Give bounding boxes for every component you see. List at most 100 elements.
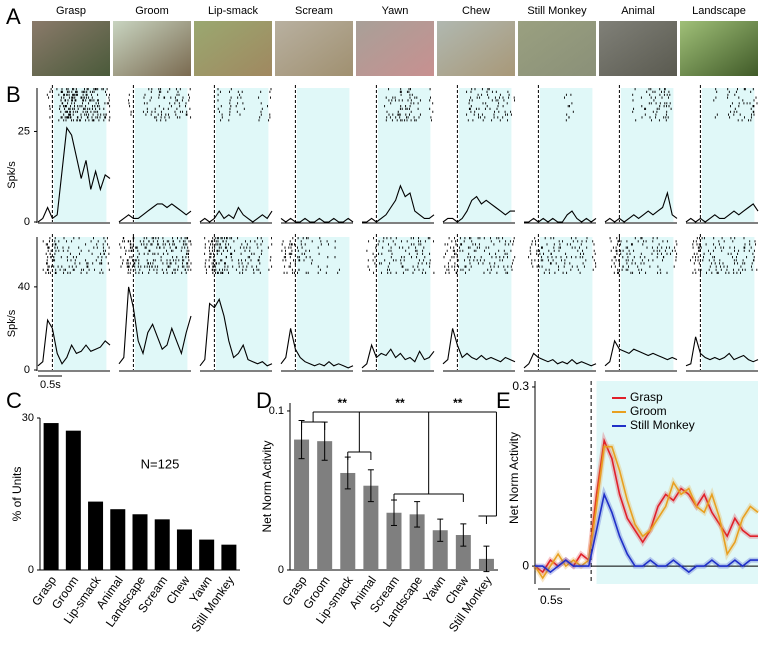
bar — [221, 544, 237, 570]
annotation: N=125 — [141, 456, 180, 471]
raster — [281, 237, 340, 274]
raster — [217, 88, 272, 122]
psth-line — [524, 210, 597, 223]
stimulus-period — [620, 88, 674, 222]
stimulus-title: Still Monkey — [527, 5, 587, 17]
psth-line — [523, 352, 597, 369]
stimulus-title: Animal — [621, 5, 655, 17]
raster — [564, 93, 574, 122]
raster — [713, 88, 758, 122]
bar — [132, 514, 148, 570]
series-line — [535, 491, 758, 574]
psth-line — [362, 184, 435, 223]
y-axis-label: Net Norm Activity — [260, 440, 274, 532]
bar — [432, 530, 448, 570]
psth-line — [37, 318, 111, 367]
psth-line — [118, 203, 192, 223]
significance: ** — [338, 396, 348, 410]
stimulus-period — [377, 237, 431, 370]
raster — [690, 237, 758, 274]
y-axis-label: Net Norm Activity — [507, 432, 521, 524]
bar — [154, 519, 170, 570]
bar — [386, 512, 402, 570]
panel-label: A — [6, 4, 21, 29]
psth-line — [685, 336, 759, 367]
psth-line — [685, 203, 759, 223]
y-tick-label: 25 — [18, 125, 30, 137]
stimulus-period — [539, 88, 593, 222]
raster — [366, 237, 435, 274]
legend-label: Grasp — [630, 390, 663, 404]
y-tick-label: 0 — [24, 216, 30, 228]
stimulus-period — [701, 88, 755, 222]
stimulus-photo — [32, 21, 110, 76]
stimulus-period — [458, 88, 512, 222]
bar — [409, 514, 425, 570]
stimulus-title: Yawn — [382, 5, 409, 17]
raster — [119, 237, 192, 274]
raster — [204, 237, 273, 274]
bar — [317, 441, 333, 570]
y-tick-label: 40 — [18, 281, 30, 293]
bar — [43, 423, 59, 570]
y-axis-label: Spk/s — [6, 161, 18, 189]
stimulus-photo — [518, 21, 596, 76]
x-tick-label: Chew — [163, 573, 192, 606]
stimulus-period — [53, 88, 107, 222]
raster — [128, 88, 192, 122]
raster — [528, 237, 597, 274]
psth-line — [280, 217, 354, 223]
panel-label: E — [496, 388, 511, 413]
stimulus-period — [458, 237, 512, 370]
stimulus-title: Lip-smack — [208, 5, 259, 17]
stimulus-period — [134, 88, 188, 222]
psth-line — [118, 286, 192, 365]
stimulus-title: Groom — [135, 5, 169, 17]
y-axis-label: % of Units — [10, 467, 24, 522]
y-tick-label: 0 — [24, 364, 30, 376]
stimulus-period — [215, 88, 269, 222]
bar — [199, 539, 215, 570]
stimulus-title: Scream — [295, 5, 333, 17]
scale-bar-label: 0.5s — [40, 379, 61, 391]
bar — [110, 509, 126, 570]
stimulus-photo — [437, 21, 515, 76]
stimulus-photo — [194, 21, 272, 76]
stimulus-title: Grasp — [56, 5, 86, 17]
raster — [466, 88, 515, 122]
bar — [88, 501, 104, 570]
significance: ** — [395, 396, 405, 410]
y-axis-label: Spk/s — [6, 309, 18, 337]
raster — [46, 88, 111, 122]
psth-line — [604, 339, 678, 367]
y-tick-label: 0 — [522, 558, 529, 572]
scale-bar-label: 0.5s — [540, 593, 563, 607]
panel-label: D — [256, 388, 272, 413]
raster — [384, 88, 434, 122]
raster — [609, 237, 678, 274]
raster — [443, 237, 516, 274]
stimulus-photo — [680, 21, 758, 76]
psth-line — [37, 126, 111, 223]
y-tick-label: 0.3 — [512, 379, 529, 393]
stimulus-period — [701, 237, 755, 370]
stimulus-period — [215, 237, 269, 370]
psth-line — [604, 190, 678, 223]
psth-line — [280, 328, 354, 369]
panel-label: C — [6, 388, 22, 413]
bar — [65, 430, 81, 570]
y-tick-label: 30 — [22, 412, 34, 424]
significance: ** — [453, 396, 463, 410]
raster — [632, 88, 672, 122]
panel-label: B — [6, 82, 21, 107]
stimulus-photo — [275, 21, 353, 76]
bar — [340, 472, 356, 570]
series-line — [534, 445, 759, 580]
psth-line — [199, 206, 273, 223]
psth-line — [361, 343, 435, 369]
stimulus-period — [296, 237, 350, 370]
bar — [455, 535, 471, 570]
bar — [363, 485, 379, 570]
y-tick-label: 0 — [278, 564, 284, 576]
